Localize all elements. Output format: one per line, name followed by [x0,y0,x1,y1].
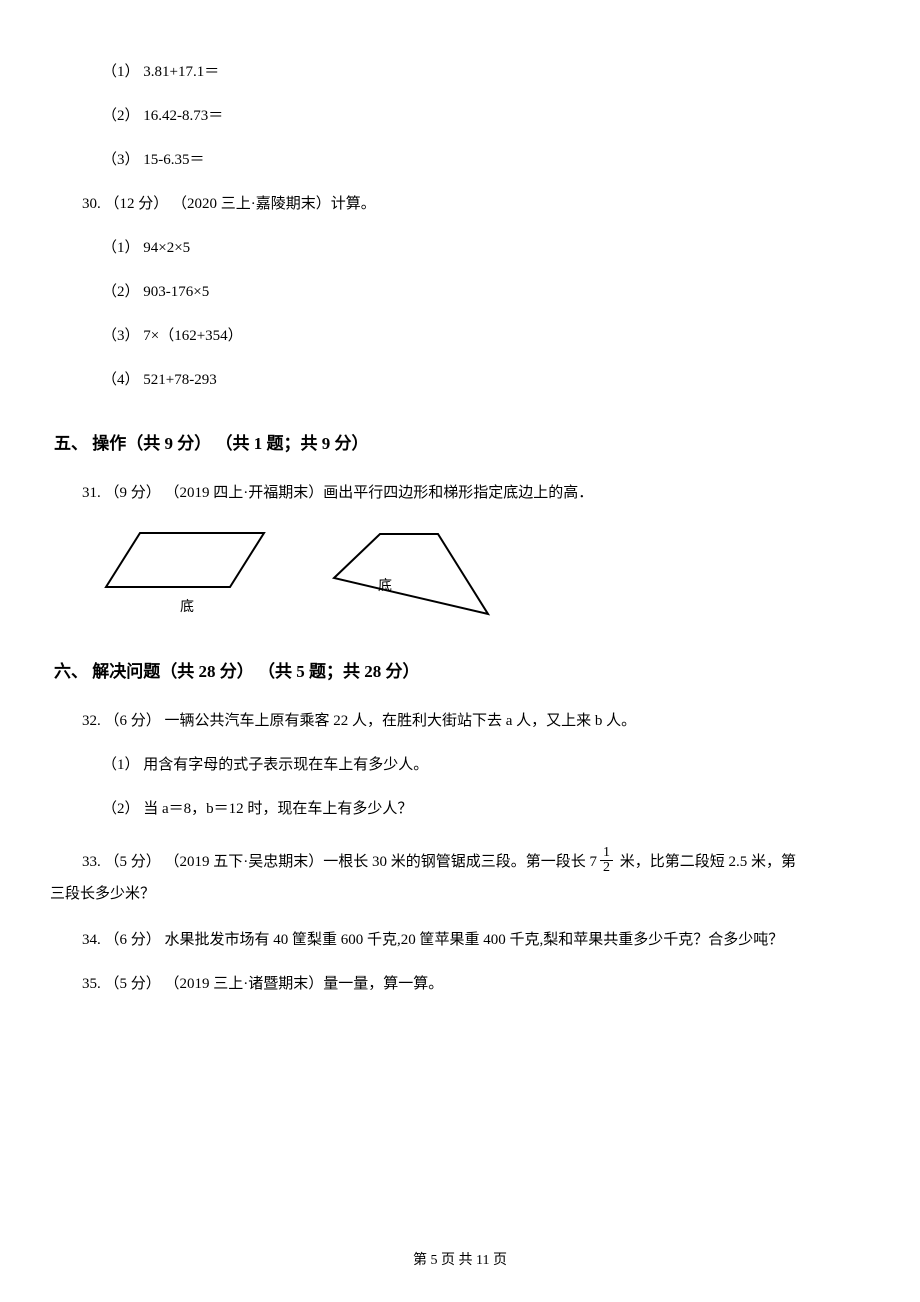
q35-header: 35. （5 分） （2019 三上·诸暨期末）量一量，算一算。 [82,972,870,996]
q30-sub4: （4） 521+78-293 [102,368,870,392]
page-footer: 第 5 页 共 11 页 [0,1250,920,1272]
shapes-container: 底 底 [102,525,870,619]
q30-sub2: （2） 903-176×5 [102,280,870,304]
q29-sub2: （2） 16.42-8.73＝ [102,104,870,128]
section6-heading: 六、 解决问题（共 28 分） （共 5 题；共 28 分） [54,658,870,685]
parallelogram-polygon [106,533,264,587]
q29-sub3: （3） 15-6.35＝ [102,148,870,172]
q32-sub1: （1） 用含有字母的式子表示现在车上有多少人。 [102,753,870,777]
q33-fraction: 12 [600,846,613,875]
q34-header: 34. （6 分） 水果批发市场有 40 筐梨重 600 千克,20 筐苹果重 … [82,928,870,952]
q33-frac-den: 2 [600,861,613,875]
q33-frac-num: 1 [600,846,613,861]
q30-header: 30. （12 分） （2020 三上·嘉陵期末）计算。 [82,192,870,216]
q30-sub1: （1） 94×2×5 [102,236,870,260]
q33-line1: 33. （5 分） （2019 五下·吴忠期末）一根长 30 米的钢管锯成三段。… [82,847,870,877]
q33-part1: 33. （5 分） （2019 五下·吴忠期末）一根长 30 米的钢管锯成三段。… [82,854,597,870]
q30-sub3: （3） 7×（162+354） [102,324,870,348]
parallelogram-base-label: 底 [180,597,194,619]
q32-sub2: （2） 当 a＝8，b＝12 时，现在车上有多少人？ [102,797,870,821]
trapezoid-block: 底 [328,528,498,620]
q29-sub1: （1） 3.81+17.1＝ [102,60,870,84]
trapezoid-shape [328,528,498,620]
q33-part2: 米，比第二段短 2.5 米，第 [616,854,796,870]
parallelogram-block: 底 [102,525,272,619]
q33-line2: 三段长多少米？ [50,881,870,908]
trapezoid-base-label: 底 [378,576,392,598]
trapezoid-polygon [334,534,488,614]
section5-heading: 五、 操作（共 9 分） （共 1 题；共 9 分） [54,430,870,457]
q32-header: 32. （6 分） 一辆公共汽车上原有乘客 22 人，在胜利大街站下去 a 人，… [82,709,870,733]
parallelogram-shape [102,525,272,595]
q31-header: 31. （9 分） （2019 四上·开福期末）画出平行四边形和梯形指定底边上的… [82,481,870,505]
